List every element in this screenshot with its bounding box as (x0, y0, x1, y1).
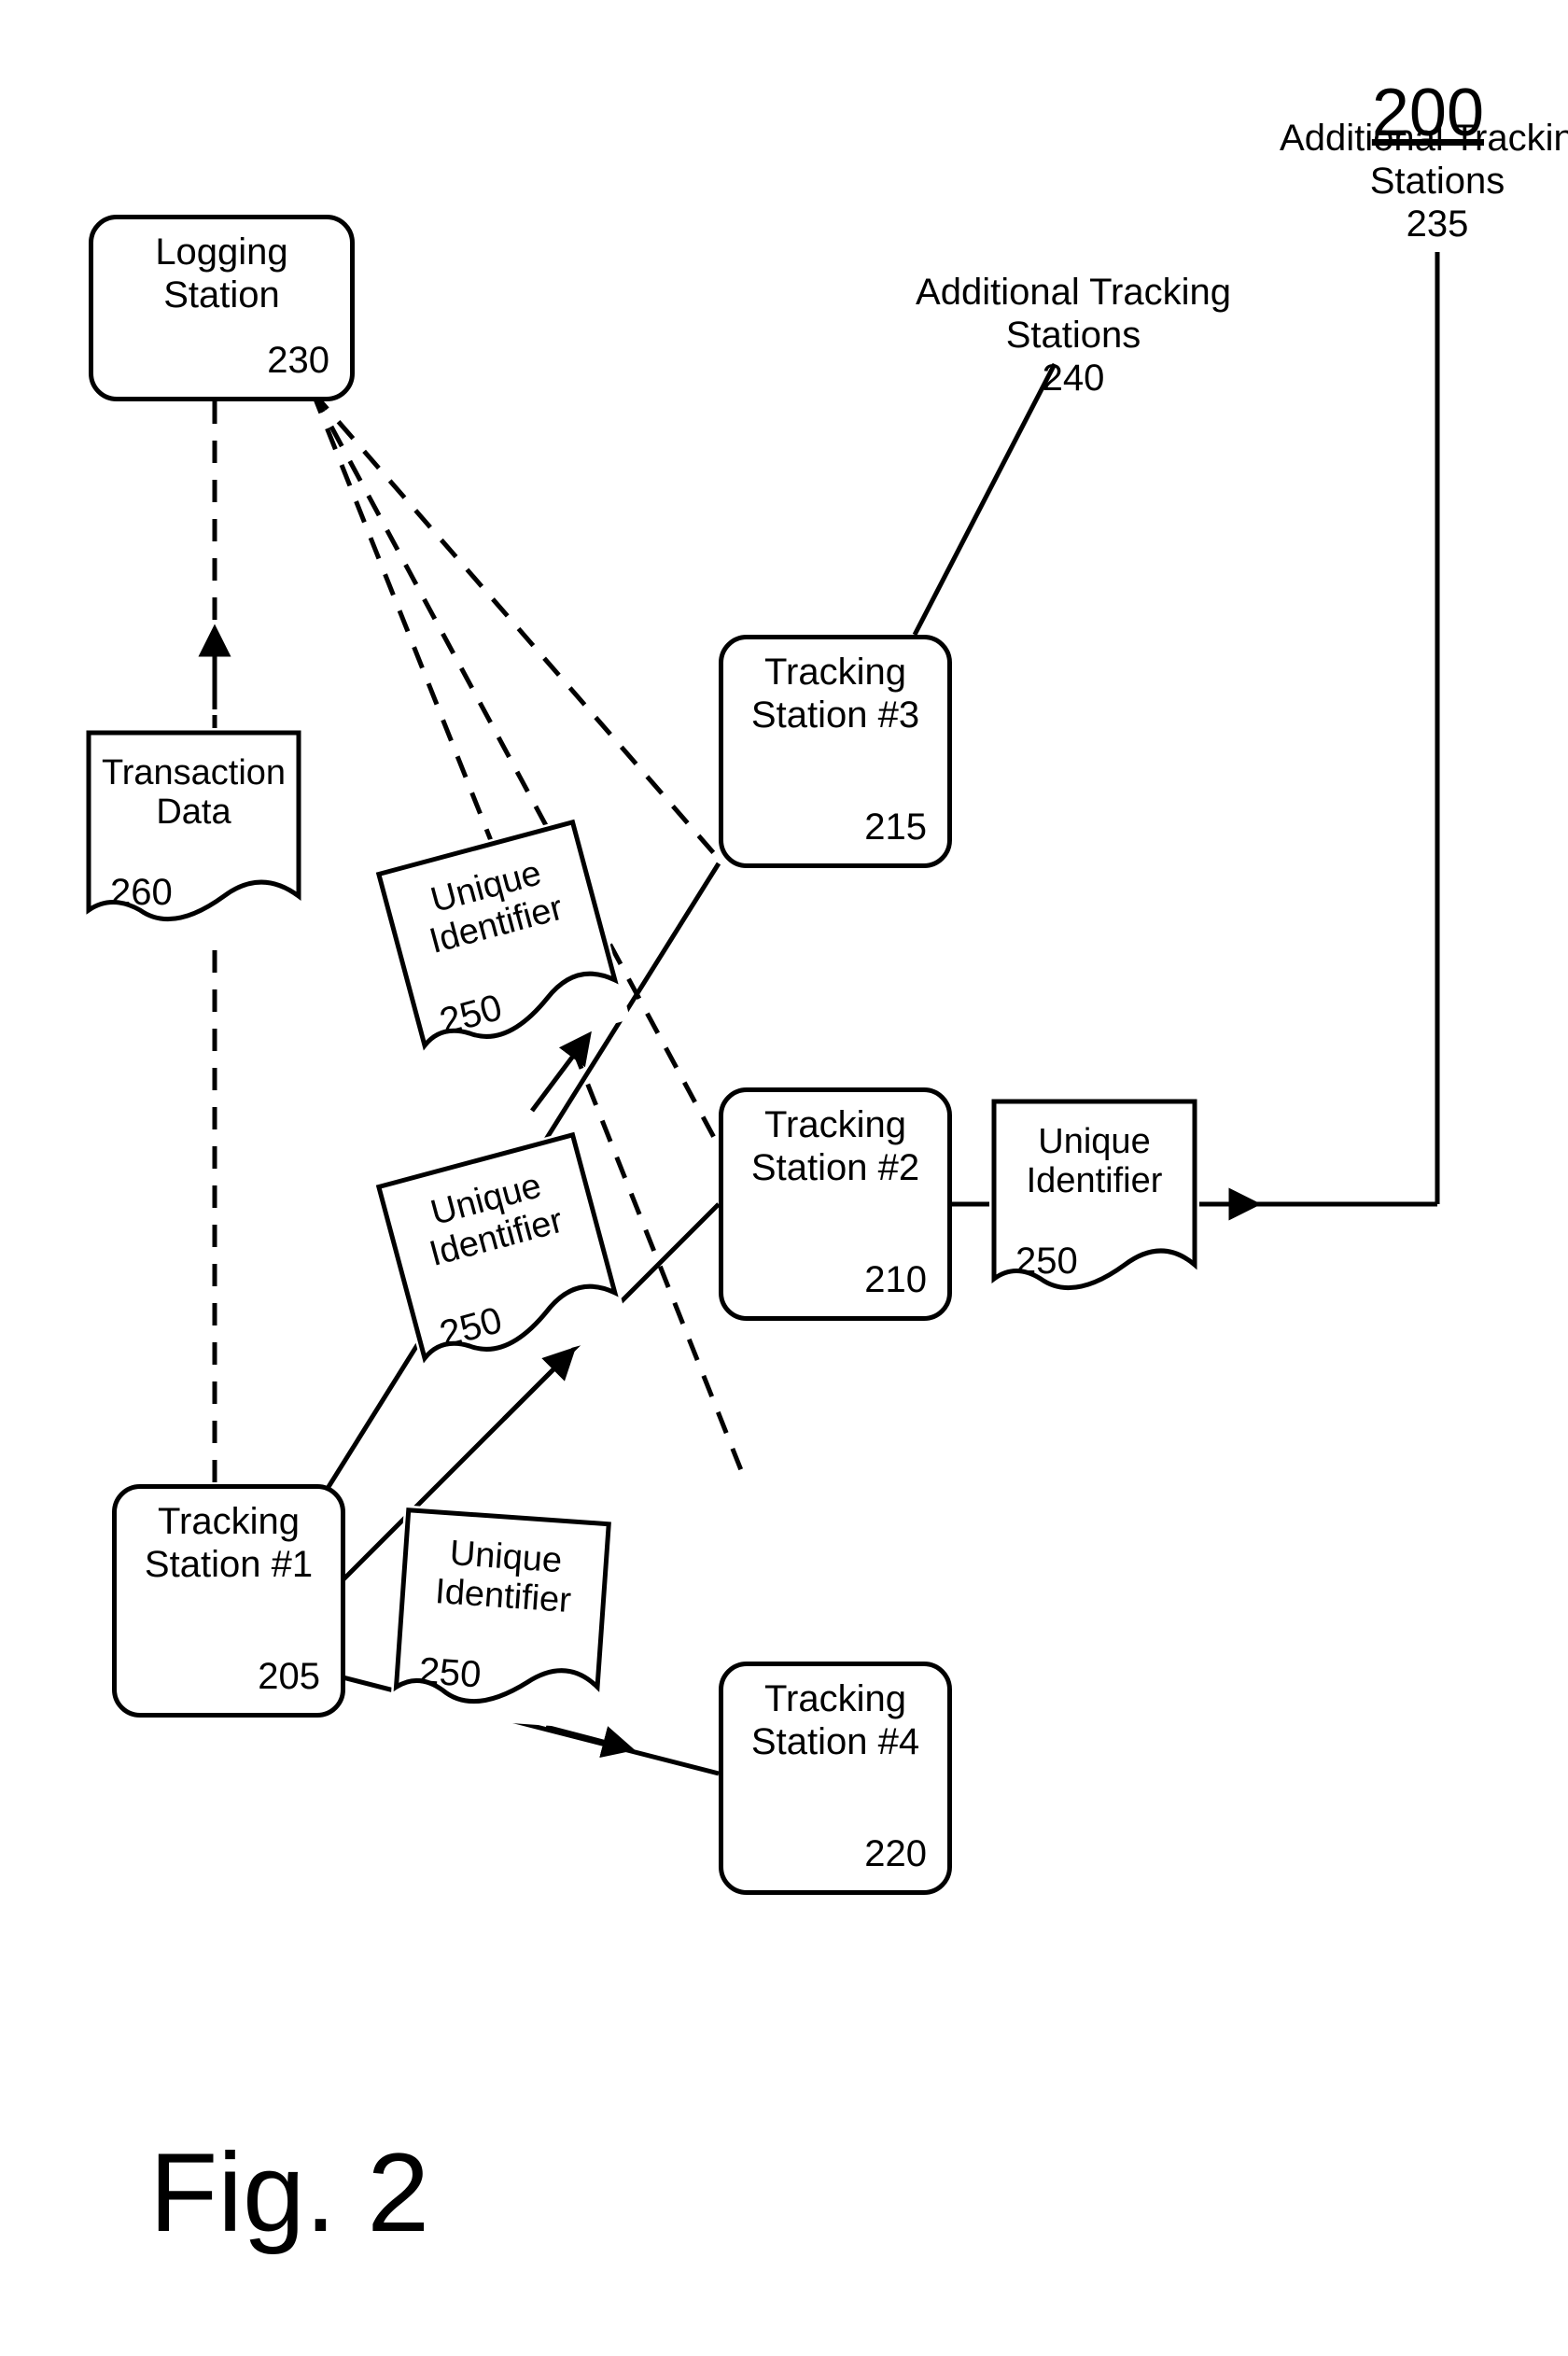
additional-tracking-top-number: 240 (1043, 358, 1105, 399)
tracking-station-2-title: TrackingStation #2 (723, 1103, 947, 1189)
additional-tracking-right: Additional TrackingStations 235 (1274, 117, 1568, 245)
additional-tracking-top-text: Additional TrackingStations (916, 272, 1231, 356)
tracking-station-3-title: TrackingStation #3 (723, 651, 947, 736)
uid-right-label: UniqueIdentifier (989, 1123, 1199, 1201)
tracking-station-3-number: 215 (864, 806, 927, 848)
tracking-station-1-title: TrackingStation #1 (117, 1500, 341, 1586)
diagram-canvas: 200 Logging Station 230 TrackingStation … (0, 0, 1568, 2356)
logging-station-title: Logging Station (93, 231, 350, 316)
logging-station-number: 230 (267, 340, 329, 382)
uid-right-doc: UniqueIdentifier 250 (989, 1097, 1199, 1307)
uid-right-number: 250 (1015, 1241, 1078, 1283)
figure-caption: Fig. 2 (149, 2128, 429, 2257)
transaction-data-number: 260 (110, 872, 173, 914)
uid-bot-doc: UniqueIdentifier 250 (389, 1505, 613, 1729)
uid-bot-label: UniqueIdentifier (397, 1531, 611, 1623)
transaction-data-doc: TransactionData 260 (84, 728, 303, 938)
uid-bot-number: 250 (417, 1650, 483, 1697)
additional-tracking-right-text: Additional TrackingStations (1280, 118, 1568, 202)
tracking-station-3-box: TrackingStation #3 215 (719, 635, 952, 868)
tracking-station-2-number: 210 (864, 1259, 927, 1301)
additional-tracking-top: Additional TrackingStations 240 (905, 271, 1241, 400)
tracking-station-1-number: 205 (258, 1656, 320, 1698)
tracking-station-4-box: TrackingStation #4 220 (719, 1662, 952, 1895)
additional-tracking-right-number: 235 (1407, 203, 1469, 245)
tracking-station-4-title: TrackingStation #4 (723, 1677, 947, 1763)
tracking-station-4-number: 220 (864, 1833, 927, 1875)
tracking-station-1-box: TrackingStation #1 205 (112, 1484, 345, 1718)
tracking-station-2-box: TrackingStation #2 210 (719, 1087, 952, 1321)
logging-station-box: Logging Station 230 (89, 215, 355, 401)
transaction-data-label: TransactionData (84, 754, 303, 833)
